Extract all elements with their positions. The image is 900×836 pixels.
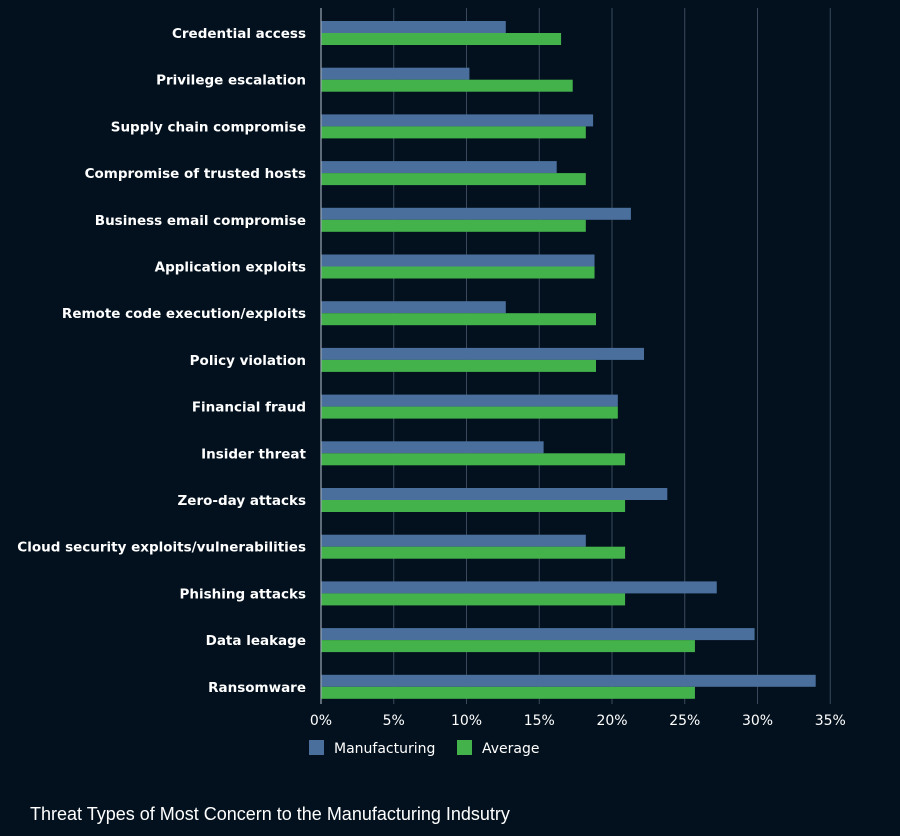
bar-manufacturing bbox=[321, 67, 470, 80]
category-label: Insider threat bbox=[201, 446, 306, 462]
legend-label-average: Average bbox=[482, 741, 540, 757]
bar-manufacturing bbox=[321, 628, 755, 641]
legend-label-manufacturing: Manufacturing bbox=[334, 741, 435, 757]
x-tick-labels: 0% 5% 10% 15% 20% 25% 30% 35% bbox=[310, 713, 846, 729]
bars bbox=[321, 21, 816, 699]
bar-average bbox=[321, 453, 626, 466]
bar-manufacturing bbox=[321, 674, 816, 687]
bar-average bbox=[321, 406, 618, 419]
bar-average bbox=[321, 359, 596, 372]
category-label: Financial fraud bbox=[192, 400, 306, 416]
bar-average bbox=[321, 546, 626, 559]
category-label: Remote code execution/exploits bbox=[62, 306, 306, 322]
bar-manufacturing bbox=[321, 394, 618, 407]
bar-average bbox=[321, 686, 695, 699]
bar-average bbox=[321, 313, 596, 326]
bar-manufacturing bbox=[321, 21, 506, 33]
bar-average bbox=[321, 173, 586, 186]
bar-manufacturing bbox=[321, 488, 668, 500]
category-label: Policy violation bbox=[190, 353, 306, 369]
category-label: Privilege escalation bbox=[156, 73, 306, 89]
category-label: Application exploits bbox=[155, 260, 306, 276]
category-label: Credential access bbox=[172, 26, 306, 42]
x-tick-label: 35% bbox=[815, 713, 846, 729]
bar-manufacturing bbox=[321, 581, 717, 594]
x-tick-label: 25% bbox=[669, 713, 700, 729]
bar-average bbox=[321, 219, 586, 232]
category-label: Business email compromise bbox=[95, 213, 306, 229]
bar-manufacturing bbox=[321, 207, 631, 220]
bar-average bbox=[321, 79, 573, 92]
legend-swatch-average bbox=[457, 740, 472, 755]
bar-average bbox=[321, 640, 695, 653]
bar-average bbox=[321, 593, 626, 606]
bar-manufacturing bbox=[321, 441, 544, 454]
legend: Manufacturing Average bbox=[309, 740, 540, 757]
x-tick-label: 5% bbox=[383, 713, 405, 729]
category-label: Cloud security exploits/vulnerabilities bbox=[17, 540, 306, 556]
bar-average bbox=[321, 126, 586, 139]
bar-average bbox=[321, 266, 595, 279]
x-tick-label: 15% bbox=[524, 713, 555, 729]
legend-swatch-manufacturing bbox=[309, 740, 324, 755]
category-label: Data leakage bbox=[206, 633, 306, 649]
x-tick-label: 0% bbox=[310, 713, 332, 729]
chart-title: Threat Types of Most Concern to the Manu… bbox=[30, 804, 510, 824]
category-label: Phishing attacks bbox=[179, 586, 306, 602]
bar-manufacturing bbox=[321, 347, 645, 360]
bar-average bbox=[321, 500, 626, 512]
x-tick-label: 30% bbox=[742, 713, 773, 729]
category-label: Ransomware bbox=[208, 680, 306, 696]
bar-average bbox=[321, 33, 562, 45]
bar-manufacturing bbox=[321, 254, 595, 267]
x-tick-label: 20% bbox=[596, 713, 627, 729]
bar-manufacturing bbox=[321, 161, 557, 174]
bar-manufacturing bbox=[321, 114, 594, 127]
category-label: Supply chain compromise bbox=[111, 119, 306, 135]
x-tick-label: 10% bbox=[451, 713, 482, 729]
category-label: Compromise of trusted hosts bbox=[85, 166, 306, 182]
category-labels: Credential access Privilege escalation Sup… bbox=[17, 26, 306, 696]
bar-manufacturing bbox=[321, 301, 506, 314]
category-label: Zero-day attacks bbox=[178, 493, 306, 509]
bar-manufacturing bbox=[321, 534, 586, 547]
